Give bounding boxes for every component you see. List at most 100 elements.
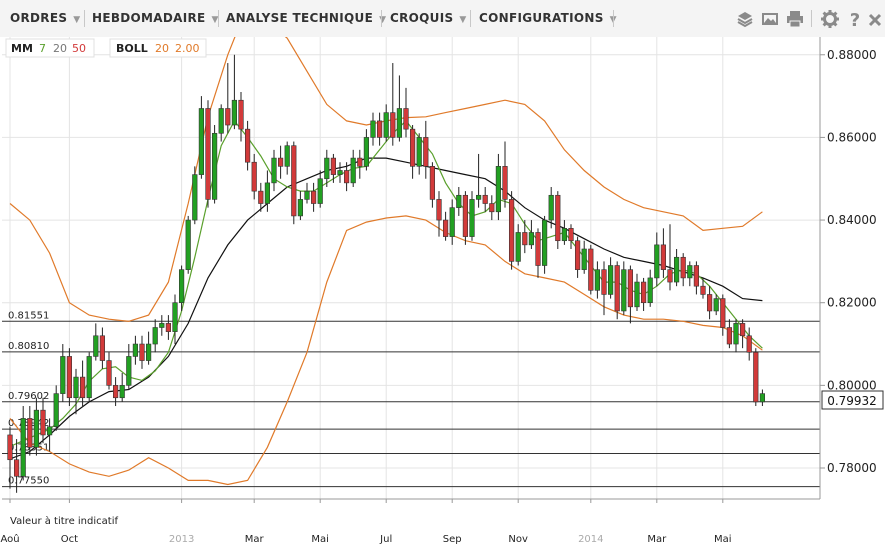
candle-body [621,269,627,312]
ma7-legend: 7 [39,42,46,55]
toolbar-divider [613,10,614,27]
candle-body [132,343,139,357]
help-icon[interactable]: ? [845,9,865,31]
x-tick-label: Mar [647,534,667,545]
svg-text:?: ? [850,10,860,29]
candle-body [588,248,594,291]
boll-period-legend: 20 [155,42,169,55]
candle-body [73,376,79,399]
y-axis: 0.78000 0.80000 0.82000 0.84000 0.86000 0.880… [819,37,877,499]
candle-body [403,108,409,130]
current-price-label: 0.79932 [821,390,884,410]
candle-body [607,265,614,295]
candle-body [60,356,66,394]
candle-body [245,128,251,163]
boll-deviation-legend: 2.00 [175,42,200,55]
candle-body [53,393,59,427]
y-tick-label: 0.78000 [827,461,877,475]
candle-body [594,269,600,291]
x-tick-label: Oct [61,534,78,545]
level-label: 0.78351 [8,443,49,454]
print-icon[interactable] [785,9,805,29]
technical-analysis-menu[interactable]: ANALYSE TECHNIQUE ▼ [226,11,387,25]
period-menu[interactable]: HEBDOMADAIRE ▼ [92,11,219,25]
candle-body [277,157,284,167]
candle-body [759,393,765,403]
x-tick-label: 2014 [578,534,603,545]
candle-body [508,199,515,262]
level-label: 0.77550 [8,476,49,487]
x-tick-label: Mar [245,534,265,545]
bollinger-lower-line [9,215,763,486]
candle-body [357,157,363,167]
candlesticks [7,54,765,493]
candle-body [495,166,502,213]
chevron-down-icon: ▼ [379,15,387,25]
candle-body [574,240,581,270]
image-icon[interactable] [760,9,780,29]
toolbar-divider [811,10,812,27]
indicative-value-note: Valeur à titre indicatif [10,515,118,527]
candle-body [238,99,244,130]
candle-body [739,323,746,337]
candle-body [680,256,686,279]
candle-body [601,269,607,295]
candle-body [456,194,462,208]
candle-body [541,219,548,266]
candle-body [436,199,442,221]
candle-body [502,166,508,200]
candle-body [80,376,86,399]
y-tick-label: 0.88000 [827,48,877,62]
candle-body [93,335,99,357]
x-tick-label: 2013 [169,534,194,545]
gear-icon[interactable] [820,9,840,29]
x-tick-label: Jul [379,534,392,545]
candle-body [555,194,561,242]
configurations-menu[interactable]: CONFIGURATIONS▼ [479,11,617,25]
level-label: 0.80810 [8,341,49,352]
candle-body [119,385,125,399]
candle-body [416,137,422,167]
candle-body [693,265,699,287]
candle-body [634,281,640,308]
x-tick-label: Aoû [0,533,19,545]
candle-body [40,409,46,436]
candle-body [324,157,330,180]
close-icon[interactable] [867,9,885,29]
toolbar-divider [381,10,382,27]
candle-body [640,281,647,304]
orders-menu[interactable]: ORDRES ▼ [10,11,81,25]
x-tick-label: Sep [443,534,462,545]
candle-body [581,248,587,270]
candle-body [106,360,112,386]
candle-body [251,161,257,192]
candle-body [225,108,231,126]
sketch-menu[interactable]: CROQUIS ▼ [390,11,467,25]
candle-body [66,356,72,399]
candle-body [614,265,620,312]
current-price-value: 0.79932 [827,394,877,408]
candle-body [660,244,666,270]
candle-body [363,137,370,167]
candle-body [390,112,396,138]
candle-body [515,232,521,262]
level-label: 0.81551 [8,310,49,321]
chevron-down-icon: ▼ [73,15,81,25]
candle-body [310,190,317,204]
candle-body [198,108,205,175]
candle-body [528,232,534,246]
candle-body [700,285,706,295]
candle-body [667,269,673,283]
price-chart[interactable]: 0.815510.808100.796020.789420.783510.775… [0,37,885,549]
y-tick-label: 0.86000 [827,130,877,144]
candle-body [231,99,238,126]
layers-icon[interactable] [735,9,755,29]
ma50-legend: 50 [72,42,86,55]
candle-body [33,409,39,448]
candle-body [152,327,158,345]
x-tick-label: Nov [508,534,528,545]
candle-body [291,145,297,217]
candle-body [205,108,211,200]
candle-body [7,434,13,461]
candle-body [647,277,653,304]
